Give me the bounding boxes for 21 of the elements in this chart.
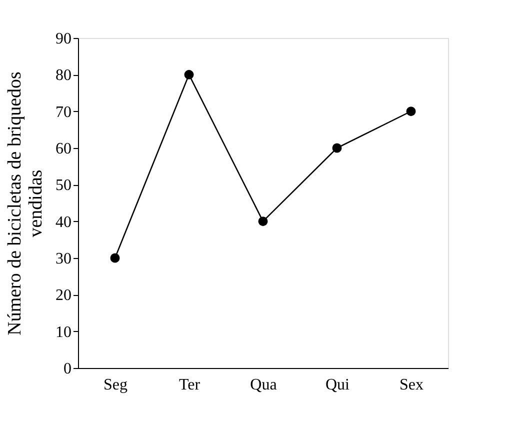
y-axis-title: Número de bicicletas de briquedos vendidas (4, 72, 46, 336)
y-tick-label: 90 (56, 30, 72, 48)
y-tick-label: 0 (64, 360, 72, 378)
y-tick-label: 30 (56, 250, 72, 268)
y-tick-label: 40 (56, 214, 72, 231)
point (258, 216, 268, 226)
y-tick-label: 60 (56, 140, 72, 158)
x-tick-label: Qua (250, 376, 277, 394)
y-tick-label: 50 (56, 177, 72, 194)
x-tick-label: Seg (104, 376, 128, 394)
point (332, 143, 342, 153)
point (110, 253, 120, 263)
y-tick-label: 10 (56, 324, 72, 341)
point (184, 70, 194, 80)
y-tick-label: 70 (56, 104, 72, 121)
point (406, 106, 416, 116)
x-tick-label: Sex (400, 376, 424, 394)
y-tick-label: 80 (56, 67, 72, 84)
x-tick-label: Qui (326, 376, 350, 394)
x-tick-label: Ter (178, 376, 201, 394)
y-tick-label: 20 (56, 287, 72, 304)
